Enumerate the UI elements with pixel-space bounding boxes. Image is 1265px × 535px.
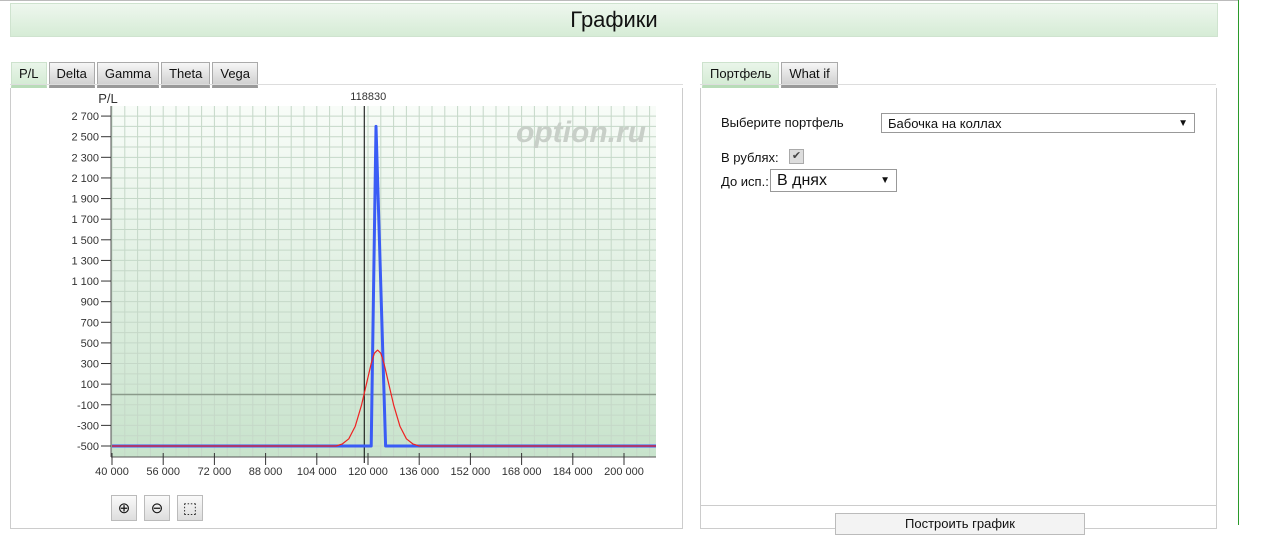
y-tick-label: -500 [77,441,99,453]
rubles-label: В рублях: [721,150,779,165]
x-tick-label: 104 000 [297,466,337,478]
y-axis-label: P/L [98,91,118,106]
tab-divider [10,84,683,85]
panel-divider [701,505,1216,506]
x-tick-label: 72 000 [198,466,232,478]
y-tick-label: 2 500 [71,132,99,144]
current-price-label: 118830 [350,91,386,103]
page-title: Графики [10,3,1218,37]
rubles-checkbox[interactable]: ✔ [789,149,804,164]
chart-tabs: P/L Delta Gamma Theta Vega [11,62,259,88]
x-tick-label: 88 000 [249,466,283,478]
x-tick-label: 152 000 [451,466,491,478]
top-border [0,0,1238,1]
pl-current-line [112,349,656,447]
x-tick-label: 200 000 [604,466,644,478]
portfolio-select-value: Бабочка на коллах [888,115,1002,131]
y-tick-label: 900 [81,297,99,309]
y-tick-label: 1 900 [71,194,99,206]
zoom-out-button[interactable]: ⊖ [144,495,170,521]
portfolio-tabs: Портфель What if [702,62,838,88]
build-chart-button[interactable]: Построить график [835,513,1085,535]
y-tick-label: 500 [81,338,99,350]
zoom-out-icon: ⊖ [150,500,164,517]
y-tick-label: 2 100 [71,173,99,185]
tab-delta[interactable]: Delta [48,62,95,88]
right-border [1238,0,1239,525]
expiry-label: До исп.: [721,174,769,189]
expiry-select-value: В днях [777,171,827,189]
y-tick-label: 100 [81,379,99,391]
x-tick-label: 56 000 [146,466,180,478]
portfolio-select[interactable]: Бабочка на коллах ▼ [881,113,1195,133]
tab-vega[interactable]: Vega [212,62,259,88]
y-tick-label: 1 500 [71,235,99,247]
y-tick-label: 700 [81,317,99,329]
zoom-in-button[interactable]: ⊕ [111,495,137,521]
zoom-reset-button[interactable]: ⬚ [177,495,203,521]
tab-theta[interactable]: Theta [161,62,211,88]
y-tick-label: 1 700 [71,214,99,226]
tab-gamma[interactable]: Gamma [96,62,160,88]
portfolio-select-label: Выберите портфель [721,115,844,130]
y-tick-label: -100 [77,400,99,412]
y-tick-label: 1 300 [71,255,99,267]
y-tick-label: 300 [81,359,99,371]
y-tick-label: 1 100 [71,276,99,288]
y-tick-label: 2 300 [71,152,99,164]
x-tick-label: 184 000 [553,466,593,478]
y-tick-label: 2 700 [71,111,99,123]
x-tick-label: 120 000 [348,466,388,478]
x-tick-label: 168 000 [502,466,542,478]
y-tick-label: -300 [77,420,99,432]
checkmark-icon: ✔ [791,150,802,162]
tab-portfolio[interactable]: Портфель [702,62,780,88]
tab-pl[interactable]: P/L [11,62,47,88]
pl-chart: option.ru 2 700 2 500 2 300 2 100 1 900 1 700 1… [71,91,656,478]
chevron-down-icon: ▼ [880,175,890,186]
chevron-down-icon: ▼ [1178,117,1188,129]
watermark: option.ru [516,116,646,149]
zoom-reset-icon: ⬚ [182,500,198,517]
tab-what-if[interactable]: What if [781,62,838,88]
tab-divider [700,84,1216,85]
x-tick-label: 136 000 [399,466,439,478]
expiry-select[interactable]: В днях ▼ [770,169,897,192]
zoom-in-icon: ⊕ [117,500,131,517]
x-tick-label: 40 000 [95,466,129,478]
